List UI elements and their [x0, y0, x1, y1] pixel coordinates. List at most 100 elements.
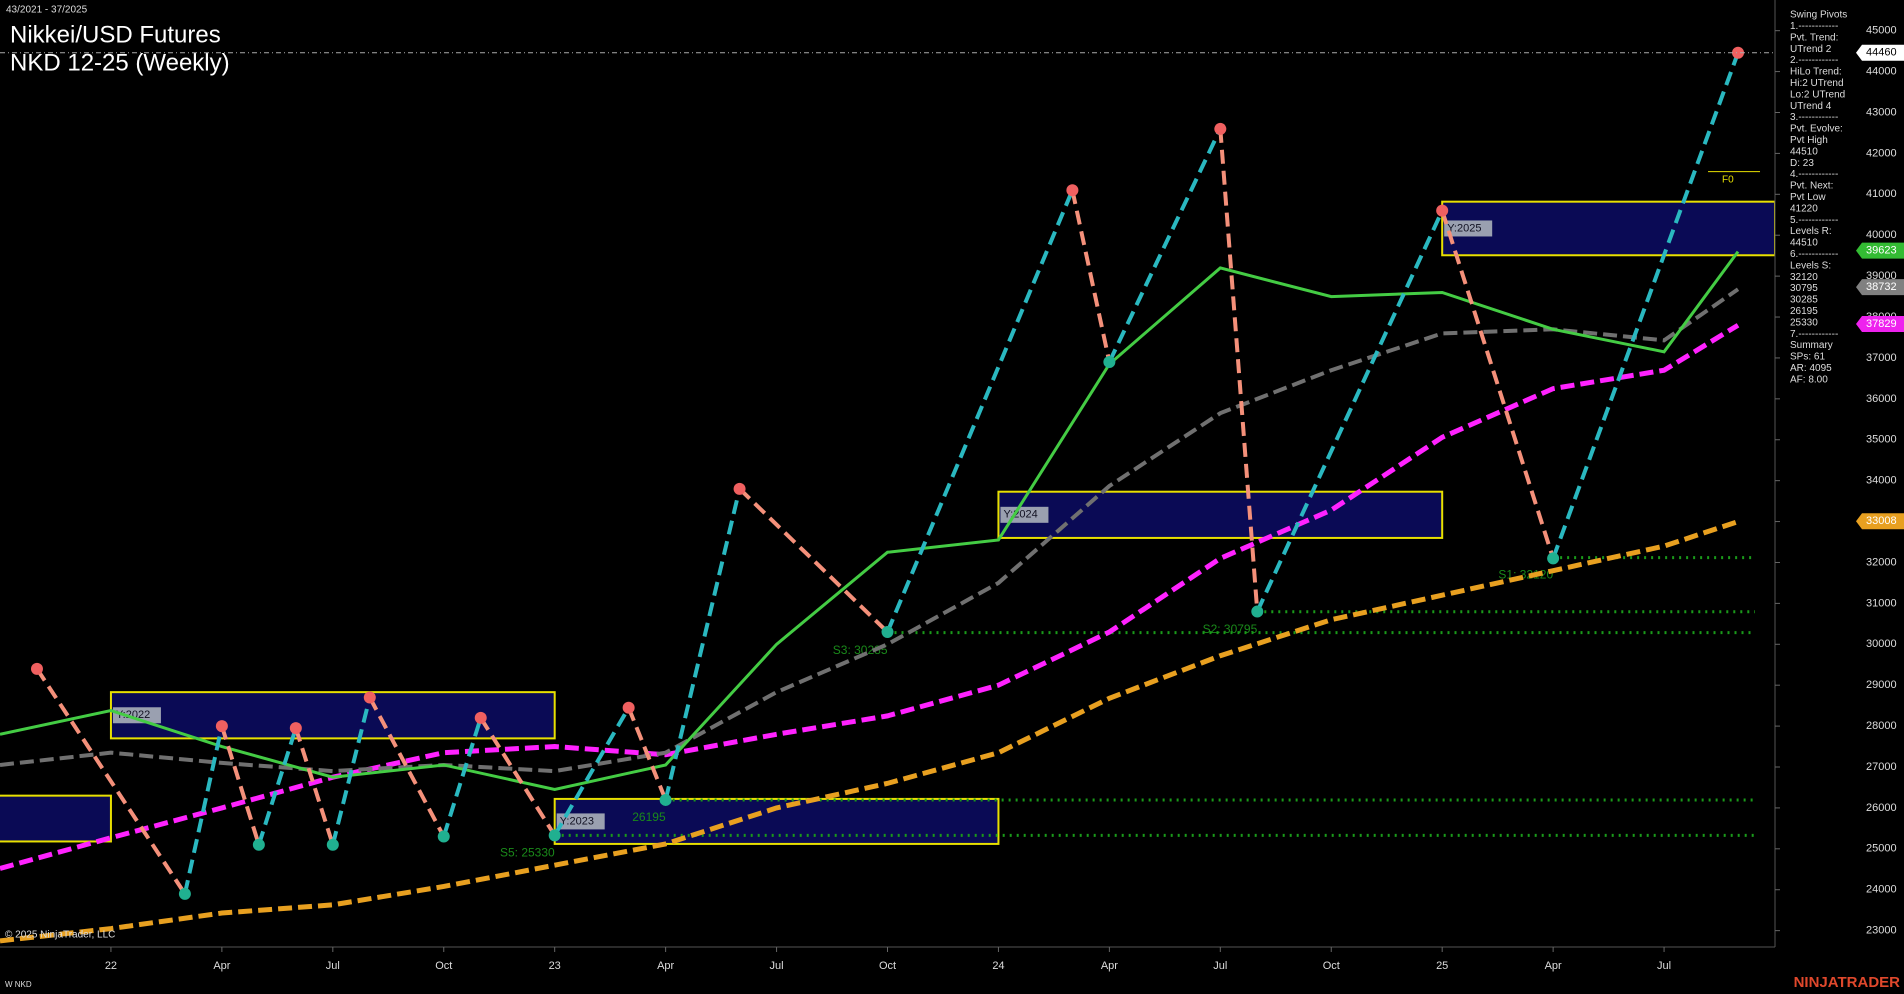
y-tick-label: 35000 — [1866, 434, 1897, 446]
info-line: D: 23 — [1790, 158, 1814, 169]
swing-pivot — [881, 626, 894, 639]
x-tick-label: Jul — [1657, 960, 1671, 972]
support-label: S5: 25330 — [500, 845, 555, 859]
year-box-label: Y:2023 — [560, 815, 594, 827]
x-tick-label: Apr — [213, 960, 230, 972]
price-tag-label: 33008 — [1866, 515, 1897, 527]
price-tag — [1856, 242, 1904, 259]
price-tag — [1856, 316, 1904, 333]
swing-leg — [1070, 189, 1112, 363]
swing-pivot — [1436, 204, 1449, 217]
swing-leg — [552, 706, 631, 837]
info-line: 30795 — [1790, 283, 1818, 294]
copyright: © 2025 NinjaTrader, LLC — [5, 930, 115, 941]
swing-leg — [1107, 127, 1223, 363]
year-box-tag — [556, 813, 605, 830]
info-line: UTrend 2 — [1790, 44, 1832, 55]
swing-pivot — [178, 887, 191, 900]
info-line: UTrend 4 — [1790, 101, 1832, 112]
swing-pivot — [1214, 122, 1227, 135]
y-tick-label: 44000 — [1866, 65, 1897, 77]
y-tick-label: 40000 — [1866, 229, 1897, 241]
swing-pivot — [215, 720, 228, 733]
swing-leg — [1551, 52, 1740, 560]
swing-leg — [1440, 210, 1556, 559]
x-tick-label: Jul — [1213, 960, 1227, 972]
swing-pivot — [363, 691, 376, 704]
x-tick-label: Apr — [1545, 960, 1562, 972]
y-tick-label: 34000 — [1866, 475, 1897, 487]
y-tick-label: 45000 — [1866, 25, 1897, 37]
chart-subtitle: NKD 12-25 (Weekly) — [10, 49, 230, 76]
swing-pivot — [30, 662, 43, 675]
year-box — [0, 794, 112, 843]
info-line: 1.------------ — [1790, 21, 1838, 32]
swing-leg — [885, 189, 1075, 633]
year-box — [1441, 200, 1775, 257]
support-label: S2: 30795 — [1203, 622, 1258, 636]
x-tick-label: Oct — [879, 960, 896, 972]
info-line: AR: 4095 — [1790, 363, 1832, 374]
y-tick-label: 37000 — [1866, 352, 1897, 364]
x-tick-label: 22 — [105, 960, 117, 972]
year-box-label: Y:2025 — [1447, 222, 1481, 234]
info-line: Pvt Low — [1790, 192, 1826, 203]
x-tick-label: 24 — [992, 960, 1004, 972]
swing-pivot — [1103, 356, 1116, 369]
info-line: AF: 8.00 — [1790, 374, 1828, 385]
info-line: 7.------------ — [1790, 329, 1838, 340]
swing-pivot — [326, 838, 339, 851]
info-line: 30285 — [1790, 295, 1818, 306]
swing-pivot — [659, 793, 672, 806]
swing-pivot — [1251, 605, 1264, 618]
y-tick-label: 30000 — [1866, 638, 1897, 650]
swing-pivot — [733, 482, 746, 495]
swing-pivot — [548, 829, 561, 842]
swing-leg — [626, 706, 668, 801]
info-line: 26195 — [1790, 306, 1818, 317]
price-tag-label: 44460 — [1866, 47, 1897, 59]
x-tick-label: Oct — [1323, 960, 1340, 972]
info-line: Summary — [1790, 340, 1833, 351]
symbol: W NKD — [5, 980, 32, 989]
info-line: Pvt. Evolve: — [1790, 124, 1843, 135]
y-tick-label: 29000 — [1866, 679, 1897, 691]
info-line: 2.------------ — [1790, 55, 1838, 66]
swing-pivot — [1547, 552, 1560, 565]
info-line: Levels R: — [1790, 226, 1832, 237]
swing-leg — [219, 725, 261, 846]
swing-leg — [738, 487, 889, 634]
y-tick-label: 42000 — [1866, 147, 1897, 159]
info-line: 44510 — [1790, 238, 1818, 249]
info-line: Hi:2 UTrend — [1790, 78, 1844, 89]
info-line: Pvt High — [1790, 135, 1828, 146]
info-line: Lo:2 UTrend — [1790, 89, 1845, 100]
swing-leg — [330, 696, 372, 846]
x-tick-label: Oct — [435, 960, 452, 972]
info-line: Pvt. Trend: — [1790, 32, 1838, 43]
brand: NINJATRADER — [1794, 974, 1901, 991]
info-line: Swing Pivots — [1790, 10, 1847, 21]
support-label: 26195 — [632, 810, 666, 824]
moving-average — [0, 519, 1739, 944]
price-tag-label: 38732 — [1866, 281, 1897, 293]
y-tick-label: 41000 — [1866, 188, 1897, 200]
y-tick-label: 39000 — [1866, 270, 1897, 282]
swing-leg — [1255, 209, 1445, 613]
info-line: 41220 — [1790, 203, 1818, 214]
swing-pivot — [622, 701, 635, 714]
price-tag — [1856, 279, 1904, 296]
year-box-label: Y:2022 — [116, 709, 150, 721]
info-line: 5.------------ — [1790, 215, 1838, 226]
swing-leg — [663, 488, 742, 801]
swing-leg — [1218, 128, 1260, 612]
info-line: 25330 — [1790, 317, 1818, 328]
y-tick-label: 24000 — [1866, 884, 1897, 896]
info-line: 3.------------ — [1790, 112, 1838, 123]
y-tick-label: 32000 — [1866, 556, 1897, 568]
swing-pivot — [1732, 46, 1745, 59]
year-box-tag — [1444, 220, 1493, 237]
swing-pivot — [289, 722, 302, 735]
